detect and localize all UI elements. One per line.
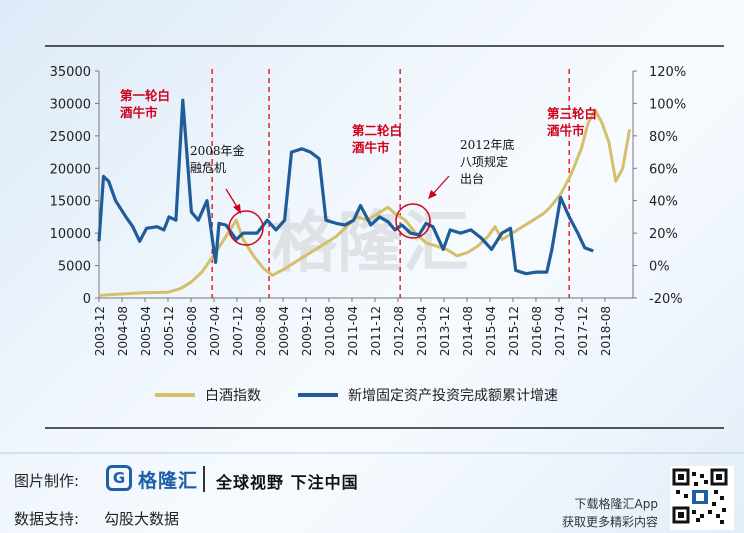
data-support-label: 数据支持:	[14, 510, 80, 528]
annotation-text: 酒牛市	[120, 105, 158, 120]
annotation-text: 酒牛市	[547, 123, 585, 138]
policy-circle-2012	[395, 203, 431, 239]
axes: 0 5000 10000 15000 20000 25000 30000 35000 -20% 0…	[50, 65, 687, 356]
annotation-text: 第一轮白	[120, 88, 170, 103]
y-right-tick-label: 60%	[649, 162, 678, 177]
series-fixed-asset-growth-line	[97, 98, 594, 276]
y-left-tick-label: 30000	[50, 97, 91, 112]
x-tick-label: 2014-08	[461, 306, 475, 356]
x-tick-label: 2011-04	[346, 306, 360, 356]
x-tick-label: 2012-08	[392, 306, 406, 356]
y-right-tick-label: -20%	[649, 292, 683, 307]
legend: 白酒指数 新增固定资产投资完成额累计增速	[155, 388, 558, 404]
brand-divider	[203, 466, 205, 492]
x-tick-label: 2015-04	[484, 306, 498, 356]
brand-logo-icon: G	[106, 465, 132, 491]
x-tick-label: 2018-08	[599, 306, 613, 356]
x-tick-label: 2007-12	[231, 306, 245, 356]
x-tick-label: 2010-08	[323, 306, 337, 356]
y-right-tick-label: 80%	[649, 130, 678, 145]
annotation-text: 八项规定	[460, 154, 508, 169]
y-right-tick-label: 20%	[649, 227, 678, 242]
annotation-text: 出台	[460, 171, 484, 186]
x-tick-label: 2015-12	[507, 306, 521, 356]
x-tick-label: 2013-04	[415, 306, 429, 356]
policy-arrow	[428, 175, 450, 199]
crisis-circle-2008	[228, 210, 264, 246]
x-tick-label: 2009-12	[300, 306, 314, 356]
series-lines	[97, 98, 632, 297]
annotation-text: 第二轮白	[352, 123, 402, 138]
annotation-text: 第三轮白	[547, 106, 597, 121]
x-tick-label: 2007-04	[208, 306, 222, 356]
annotations: 第一轮白酒牛市第二轮白酒牛市第三轮白酒牛市2008年金融危机2012年底八项规定…	[120, 88, 597, 186]
annotation-text: 酒牛市	[352, 140, 390, 155]
x-tick-label: 2017-04	[553, 306, 567, 356]
x-tick-label: 2004-08	[116, 306, 130, 356]
y-left-tick-label: 0	[83, 292, 91, 307]
crisis-arrow	[225, 188, 241, 214]
y-left-tick-label: 20000	[50, 162, 91, 177]
legend-label: 白酒指数	[205, 388, 261, 404]
x-tick-label: 2006-08	[185, 306, 199, 356]
x-tick-label: 2008-08	[254, 306, 268, 356]
y-left-tick-label: 10000	[50, 227, 91, 242]
y-right-tick-label: 120%	[649, 65, 686, 80]
x-tick-label: 2009-04	[277, 306, 291, 356]
y-left-tick-label: 35000	[50, 65, 91, 80]
y-left-tick-label: 5000	[58, 260, 91, 275]
y-left-tick-label: 15000	[50, 195, 91, 210]
brand-slogan: 全球视野 下注中国	[216, 473, 359, 492]
y-right-tick-label: 0%	[649, 260, 670, 275]
y-right-tick-label: 100%	[649, 97, 686, 112]
legend-label: 新增固定资产投资完成额累计增速	[348, 388, 558, 404]
x-tick-label: 2003-12	[93, 306, 107, 356]
x-tick-label: 2017-12	[576, 306, 590, 356]
x-tick-label: 2013-12	[438, 306, 452, 356]
x-tick-label: 2011-12	[369, 306, 383, 356]
x-tick-label: 2005-12	[162, 306, 176, 356]
y-left-tick-label: 25000	[50, 130, 91, 145]
made-by-label: 图片制作:	[14, 472, 80, 490]
download-desc-text: 获取更多精彩内容	[561, 515, 658, 529]
annotation-text: 2012年底	[460, 137, 515, 152]
download-app-text[interactable]: 下载格隆汇App	[574, 497, 658, 511]
brand-name: 格隆汇	[138, 470, 199, 492]
data-source: 勾股大数据	[104, 510, 180, 528]
annotation-text: 2008年金	[190, 143, 245, 158]
series-baijiu-index-line	[98, 108, 632, 297]
x-tick-label: 2005-04	[139, 306, 153, 356]
y-right-tick-label: 40%	[649, 195, 678, 210]
annotation-text: 融危机	[190, 161, 226, 175]
x-tick-label: 2016-08	[530, 306, 544, 356]
qr-code-icon[interactable]	[670, 466, 734, 530]
